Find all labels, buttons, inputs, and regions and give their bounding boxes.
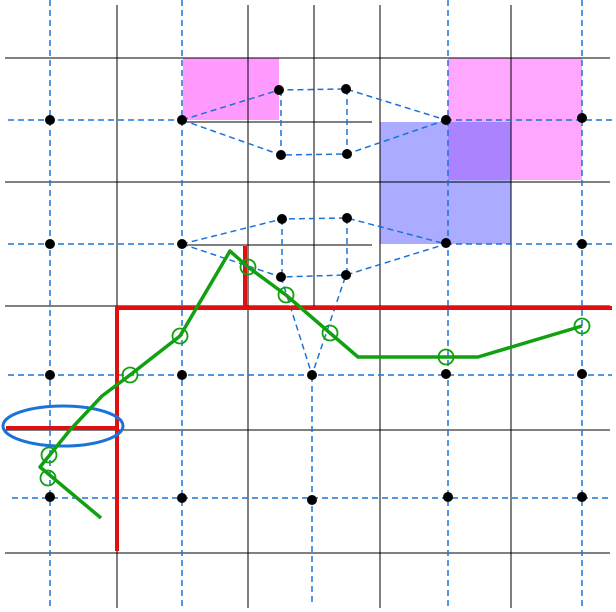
- vertex-icon: [443, 492, 453, 502]
- vertex-icon: [441, 115, 451, 125]
- sample-icon: [321, 324, 339, 342]
- vertex-icon: [45, 239, 55, 249]
- graph-edge: [181, 119, 447, 156]
- vertex-icon: [341, 270, 351, 280]
- graph-edge: [181, 217, 447, 245]
- sample-icon: [573, 317, 591, 335]
- dual-grid: [8, 0, 612, 608]
- vertex-icon: [342, 213, 352, 223]
- vertex-icon: [274, 85, 284, 95]
- vertex-icon: [45, 492, 55, 502]
- vertex-icon: [577, 113, 587, 123]
- highlight-ellipse: [1, 404, 125, 448]
- vertex-icon: [341, 84, 351, 94]
- blue-region: [380, 122, 511, 244]
- vertex-icon: [342, 149, 352, 159]
- vertex-icon: [577, 369, 587, 379]
- sample-icon: [239, 258, 257, 276]
- green-path: [38, 249, 583, 520]
- graph-edge: [181, 88, 447, 121]
- vertex-icon: [45, 115, 55, 125]
- vertex-icon: [441, 369, 451, 379]
- vertex-icon: [577, 492, 587, 502]
- sample-icon: [39, 469, 57, 487]
- vertex-icon: [177, 239, 187, 249]
- shaded-regions: [183, 58, 582, 244]
- vertex-icon: [277, 214, 287, 224]
- sample-icon: [171, 327, 189, 345]
- vertex-icon: [177, 115, 187, 125]
- vertex-icon: [177, 370, 187, 380]
- sample-points: [39, 258, 591, 487]
- sample-icon: [121, 366, 139, 384]
- vertex-icon: [577, 239, 587, 249]
- vertex-icon: [276, 272, 286, 282]
- vertex-icon: [441, 238, 451, 248]
- vertex-icon: [177, 493, 187, 503]
- sample-icon: [277, 286, 295, 304]
- red-boundary: [115, 306, 612, 551]
- vertex-icon: [307, 370, 317, 380]
- sample-icon: [437, 348, 455, 366]
- vertices: [45, 84, 587, 505]
- red-path: [6, 246, 612, 551]
- vertex-icon: [45, 370, 55, 380]
- sample-icon: [40, 446, 58, 464]
- graph-edge: [181, 243, 447, 278]
- pink-region-left: [183, 58, 279, 120]
- vertex-icon: [307, 495, 317, 505]
- vertex-icon: [276, 150, 286, 160]
